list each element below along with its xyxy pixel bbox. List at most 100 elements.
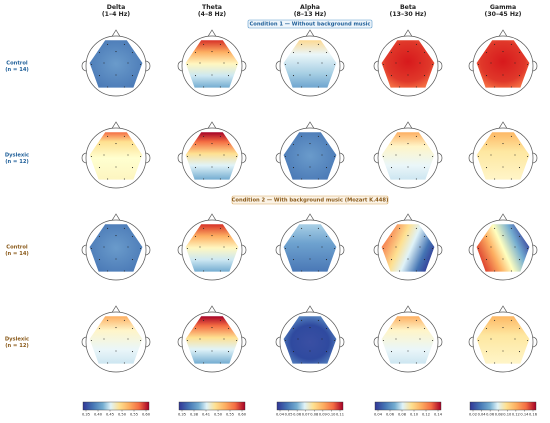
condition-label: Condition 2 — With background music (Moz…	[232, 198, 389, 204]
electrode-dot	[194, 167, 197, 169]
electrode-dot	[321, 62, 323, 64]
electrode-dot	[407, 327, 409, 329]
electrode-dot	[103, 246, 105, 248]
electrode-dot	[103, 338, 105, 340]
electrode-dot	[131, 235, 134, 238]
electrode-dot	[123, 86, 125, 88]
band-title-range: (30–45 Hz)	[485, 11, 522, 18]
electrode-dot	[423, 75, 426, 77]
electrode-dot	[98, 51, 101, 54]
electrode-dot	[317, 362, 319, 364]
left-ear	[275, 336, 281, 348]
electrode-dot	[502, 143, 504, 145]
colorbar-tick-label: 0.09	[319, 413, 328, 417]
electrode-dot	[510, 135, 512, 137]
colorbar-tick-label: 0.41	[202, 413, 210, 417]
electrode-dot	[203, 362, 205, 364]
electrode-dot	[494, 227, 496, 229]
band-title-name: Beta	[400, 4, 416, 11]
electrode-dot	[485, 167, 488, 169]
electrode-dot	[284, 247, 286, 250]
electrode-dot	[423, 51, 426, 54]
nose	[111, 29, 121, 37]
electrode-dot	[321, 338, 323, 340]
electrode-dot	[123, 270, 125, 272]
colorbar-tick-label: 0.12	[422, 413, 430, 417]
electrode-dot	[510, 319, 512, 321]
electrode-dot	[415, 86, 417, 88]
electrode-dot	[211, 74, 213, 76]
electrode-dot	[194, 75, 197, 77]
head-outline	[181, 219, 243, 281]
colorbar	[469, 401, 537, 411]
electrode-dot	[284, 63, 286, 66]
topomap-surface	[283, 40, 337, 88]
electrode-dot	[131, 143, 134, 146]
electrode-dot	[107, 135, 109, 137]
electrode-dot	[423, 351, 426, 353]
electrode-dot	[194, 51, 197, 54]
head-outline	[377, 127, 439, 189]
electrode-dot	[203, 43, 205, 45]
left-ear	[275, 244, 281, 256]
electrode-dot	[131, 167, 134, 169]
colorbar-tick-label: 0.50	[118, 413, 127, 417]
band-title-range: (1–4 Hz)	[102, 11, 130, 18]
electrode-dot	[321, 246, 323, 248]
nose	[207, 121, 217, 129]
electrode-dot	[115, 327, 117, 329]
band-title-name: Alpha	[300, 4, 320, 11]
electrode-dot	[297, 338, 299, 340]
electrode-dot	[219, 227, 221, 229]
electrode-dot	[325, 167, 328, 169]
electrode-dot	[415, 319, 417, 321]
nose	[403, 29, 413, 37]
electrode-dot	[203, 227, 205, 229]
right-ear	[241, 152, 247, 164]
colorbar-tick-label: 0.40	[94, 413, 103, 417]
head-outline	[472, 311, 534, 373]
left-ear	[275, 60, 281, 72]
electrode-dot	[399, 86, 401, 88]
topomap	[373, 213, 443, 281]
row-label-n: (n = 12)	[5, 159, 29, 165]
band-titles: Delta(1–4 Hz) Theta(4–8 Hz) Alpha(8–13 Hz)…	[102, 4, 522, 18]
topomap	[81, 213, 151, 281]
electrode-dot	[325, 351, 328, 353]
electrode-dot	[407, 74, 409, 76]
electrode-dot	[211, 258, 213, 260]
electrode-dot	[219, 362, 221, 364]
head-outline	[472, 127, 534, 189]
right-ear	[532, 244, 538, 256]
electrode-dot	[399, 270, 401, 272]
electrode-dot	[415, 270, 417, 272]
electrode-dot	[382, 247, 384, 250]
electrode-dot	[334, 339, 336, 342]
electrode-dot	[477, 155, 479, 158]
electrode-dot	[140, 63, 142, 66]
nose	[403, 121, 413, 129]
electrode-dot	[115, 166, 117, 168]
right-ear	[339, 244, 345, 256]
right-ear	[241, 336, 247, 348]
topomap-surface	[185, 40, 239, 88]
topomap	[468, 213, 538, 281]
topomap-surface	[283, 316, 337, 364]
right-ear	[339, 336, 345, 348]
left-ear	[177, 60, 183, 72]
topomap-surface	[89, 132, 143, 180]
colorbar-tick-label: 0.60	[142, 413, 151, 417]
electrode-dot	[98, 143, 101, 146]
nose	[498, 305, 508, 313]
topomap-surface	[185, 316, 239, 364]
electrode-dot	[309, 350, 311, 352]
electrode-dot	[115, 51, 117, 53]
electrode-dot	[518, 351, 521, 353]
electrode-dot	[292, 327, 295, 330]
left-ear	[177, 336, 183, 348]
electrode-dot	[223, 154, 225, 156]
electrode-dot	[115, 143, 117, 145]
electrode-dot	[227, 167, 230, 169]
left-ear	[81, 152, 87, 164]
